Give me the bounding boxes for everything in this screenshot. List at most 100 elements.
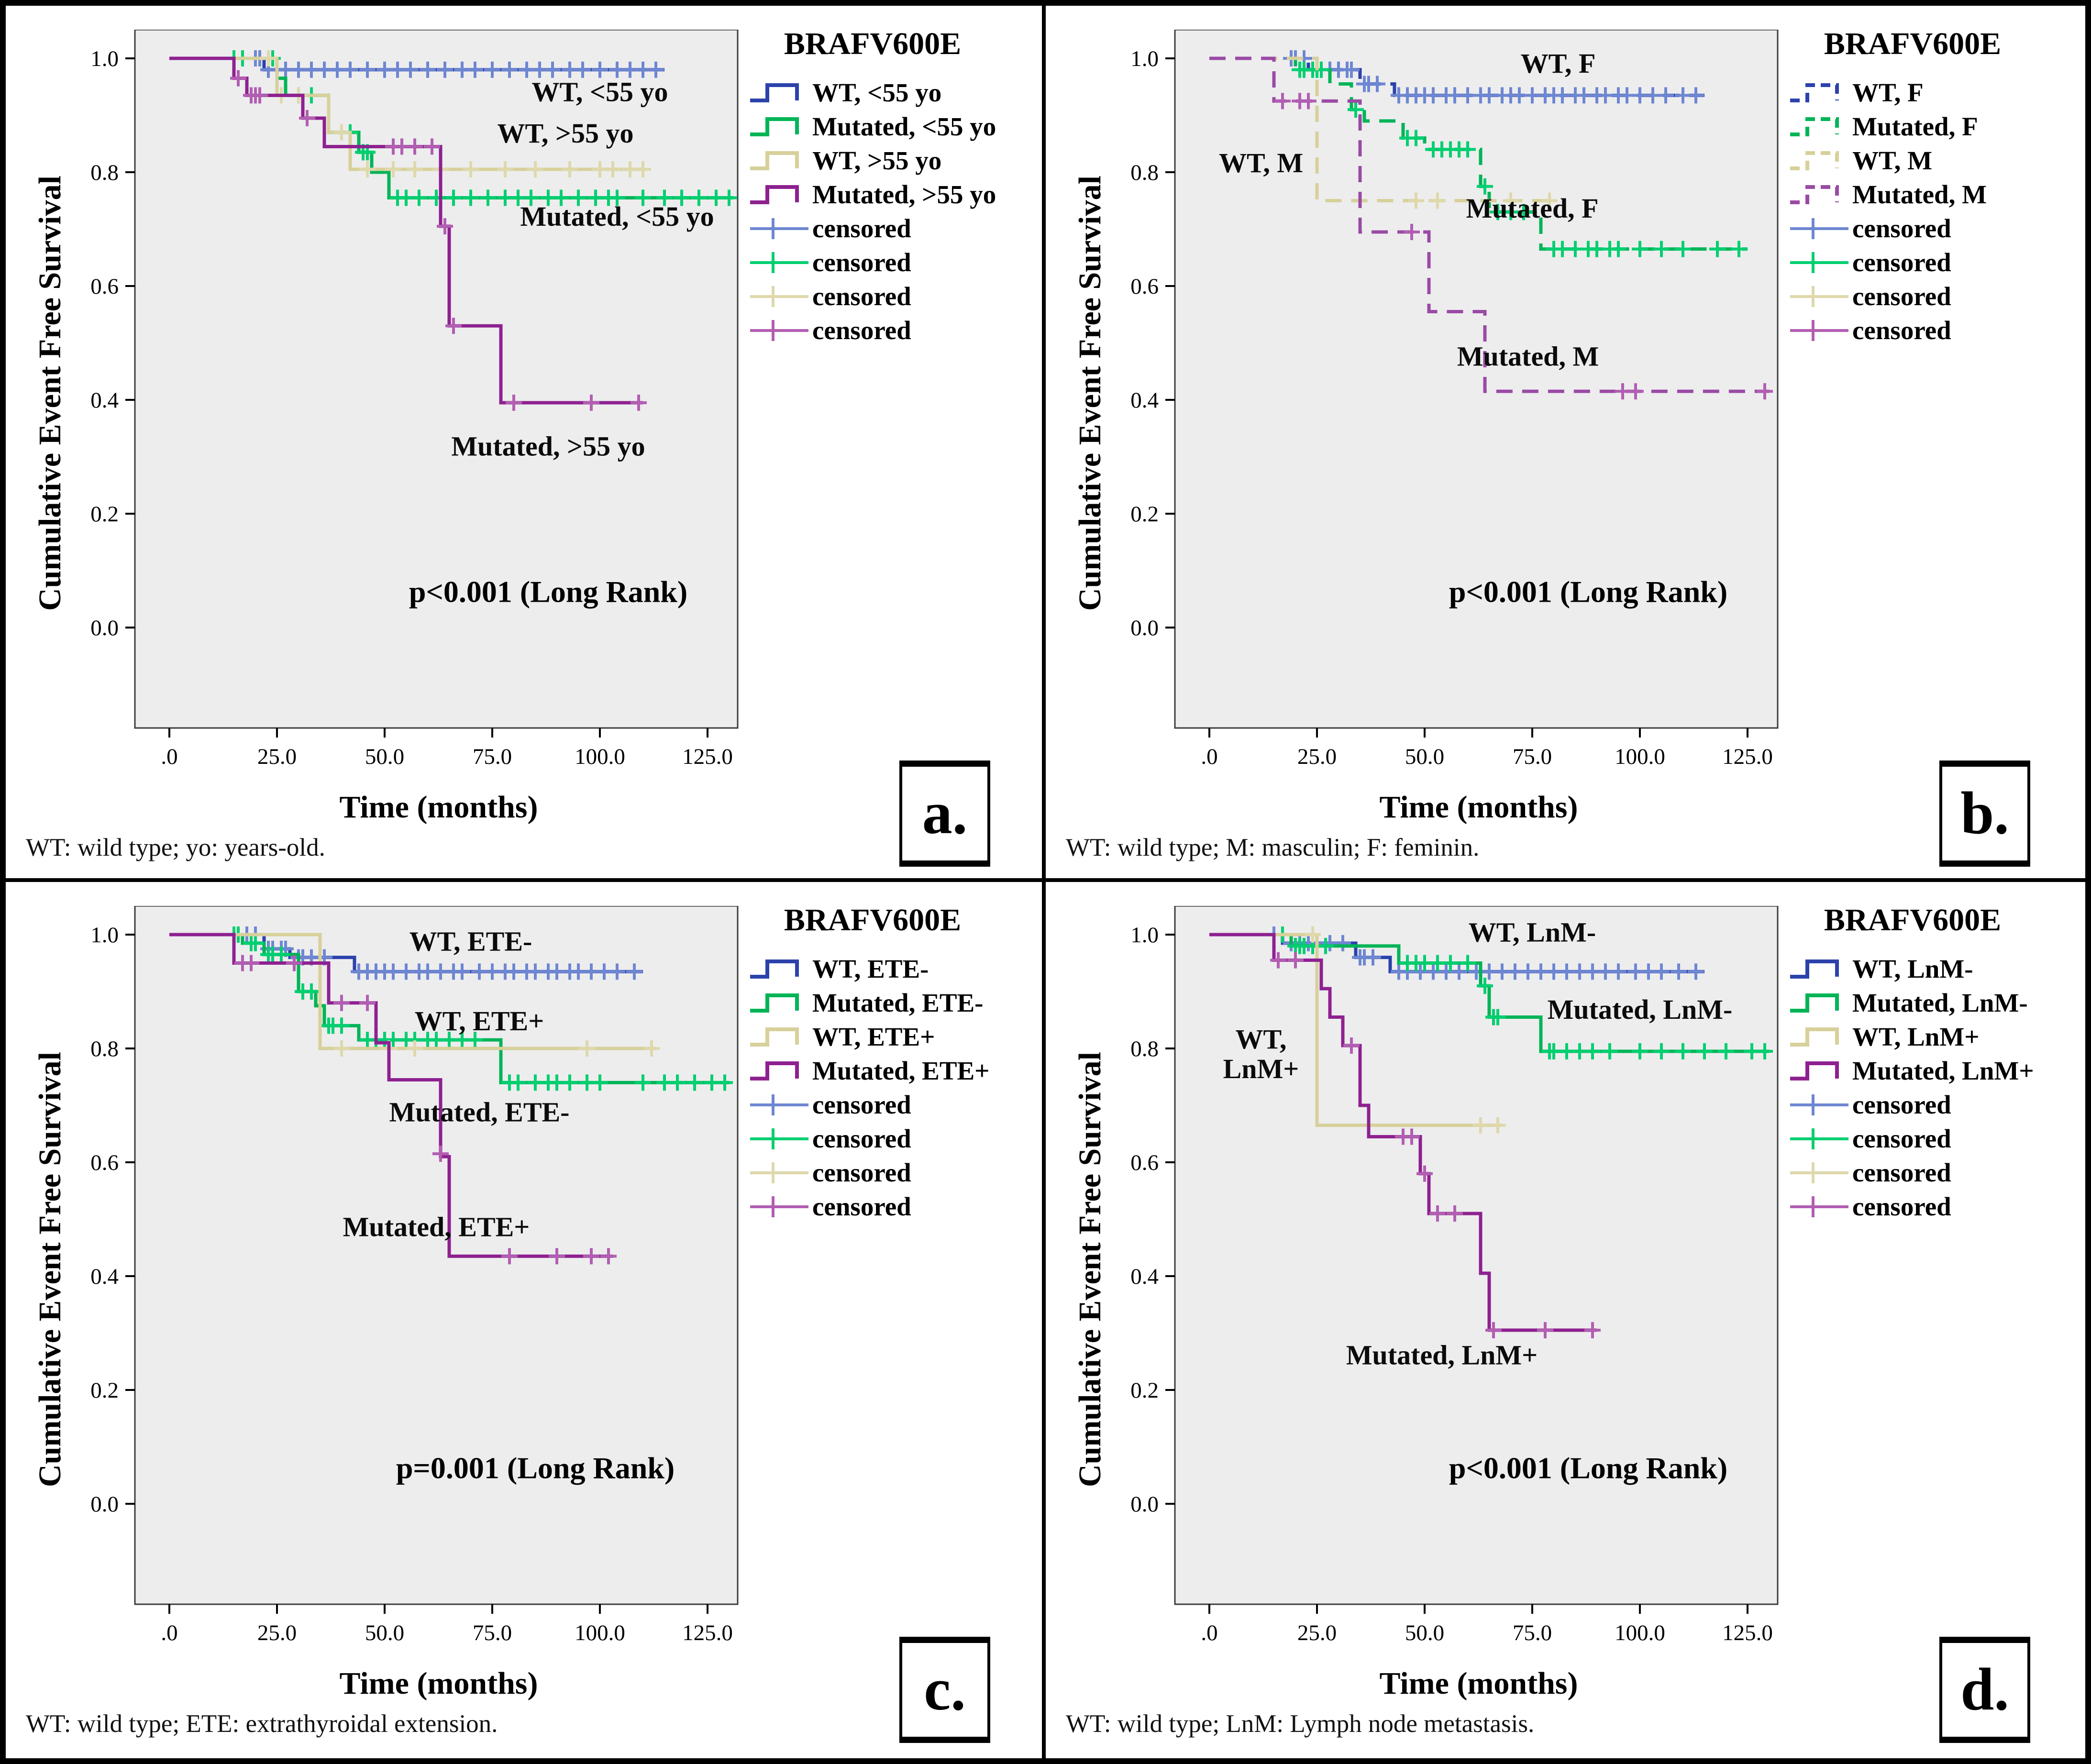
legend-line-swatch xyxy=(1790,959,1839,979)
legend-censor-swatch xyxy=(1790,252,1848,273)
y-tick-label: 0.4 xyxy=(90,1264,119,1289)
curve-label: WT, >55 yo xyxy=(498,118,634,149)
x-tick-label: 50.0 xyxy=(1405,744,1444,769)
legend-line-swatch xyxy=(750,185,799,204)
legend-a: BRAFV600E WT, <55 yo Mutated, <55 yo WT, >… xyxy=(748,26,1038,347)
legend-line-swatch xyxy=(1790,185,1839,204)
legend-entry: WT, F xyxy=(1788,76,2078,110)
legend-entry-label: censored xyxy=(812,214,911,243)
x-tick-label: 125.0 xyxy=(682,744,733,769)
legend-entry-label: censored xyxy=(1852,1158,1951,1187)
legend-entry-label: Mutated, ETE- xyxy=(812,988,984,1017)
y-tick-label: 0.0 xyxy=(1130,1492,1159,1517)
x-tick-label: 100.0 xyxy=(575,744,625,769)
legend-censor-swatch xyxy=(1790,286,1848,307)
km-curve xyxy=(1209,56,1704,97)
curve-label: WT, ETE+ xyxy=(415,1005,544,1036)
x-tick-label: 125.0 xyxy=(682,1621,733,1645)
p-value: p<0.001 (Long Rank) xyxy=(1449,1451,1727,1485)
x-tick-label: 125.0 xyxy=(1722,744,1773,769)
y-tick-label: 0.0 xyxy=(90,616,119,640)
legend-entry-label: WT, >55 yo xyxy=(812,146,942,175)
legend-line-swatch xyxy=(750,1027,799,1047)
panel-letter-box: d. xyxy=(1939,1637,2030,1743)
panel-a: Cumulative Event Free Survival .0 25.0 50.… xyxy=(6,6,1046,882)
panel-letter: c. xyxy=(924,1656,966,1723)
x-tick-label: 75.0 xyxy=(473,744,512,769)
km-curve xyxy=(1209,933,1597,1332)
x-tick-label: 25.0 xyxy=(257,744,297,769)
legend-entry-label: WT, ETE+ xyxy=(812,1022,935,1051)
p-value: p<0.001 (Long Rank) xyxy=(1449,574,1727,608)
legend-entry: censored xyxy=(748,211,1038,245)
legend-censor-swatch xyxy=(750,252,808,273)
legend-entry-label: censored xyxy=(1852,1192,1951,1221)
km-curve xyxy=(169,933,656,1050)
legend-entry-label: censored xyxy=(812,1124,911,1153)
y-tick-label: 0.2 xyxy=(90,1378,119,1403)
y-tick-label: 0.8 xyxy=(1130,1036,1159,1061)
legend-entry: Mutated, F xyxy=(1788,110,2078,143)
legend-line-swatch xyxy=(750,1061,799,1080)
x-axis-title: Time (months) xyxy=(1379,1666,1578,1701)
panel-letter-box: a. xyxy=(899,761,990,867)
plot-area xyxy=(134,30,739,729)
legend-entry: censored xyxy=(748,1088,1038,1122)
y-tick-label: 0.8 xyxy=(1130,160,1159,185)
p-value: p<0.001 (Long Rank) xyxy=(409,574,687,608)
x-tick-label: 125.0 xyxy=(1722,1621,1773,1645)
legend-entry-label: censored xyxy=(1852,316,1951,345)
curve-label: Mutated, F xyxy=(1466,193,1598,224)
x-tick-label: 25.0 xyxy=(1297,1621,1337,1645)
km-chart-b: .0 25.0 50.0 75.0 100.0 125.0 0.0 0.2 0.4 0.6 0.8 1… xyxy=(1130,30,1779,769)
legend-entry-label: censored xyxy=(1852,1090,1951,1119)
footnote: WT: wild type; M: masculin; F: feminin. xyxy=(1066,834,1480,861)
legend-entry: WT, LnM+ xyxy=(1788,1020,2078,1054)
km-chart-c: .0 25.0 50.0 75.0 100.0 125.0 0.0 0.2 0.4 0.6 0.8 1… xyxy=(90,906,739,1645)
y-tick-label: 1.0 xyxy=(1130,923,1159,948)
x-tick-label: .0 xyxy=(1201,1621,1217,1645)
legend-entry-label: WT, <55 yo xyxy=(812,78,942,107)
legend-title: BRAFV600E xyxy=(1824,26,2002,61)
km-curve xyxy=(1209,56,1748,251)
curve-label: WT, ETE- xyxy=(409,926,532,957)
x-tick-label: .0 xyxy=(161,1621,177,1645)
figure-top-row: Cumulative Event Free Survival .0 25.0 50.… xyxy=(6,6,2085,882)
footnote: WT: wild type; ETE: extrathyroidal exten… xyxy=(26,1710,498,1738)
curve-label: Mutated, ETE+ xyxy=(343,1212,530,1243)
panel-letter-box: c. xyxy=(899,1637,990,1743)
y-tick-label: 1.0 xyxy=(90,46,119,71)
legend-censor-swatch xyxy=(750,286,808,307)
legend-censor-swatch xyxy=(1790,1128,1848,1149)
legend-entry: WT, M xyxy=(1788,143,2078,177)
x-tick-label: 100.0 xyxy=(575,1621,625,1645)
legend-censor-swatch xyxy=(750,1162,808,1183)
panel-c: Cumulative Event Free Survival .0 25.0 50.… xyxy=(6,882,1046,1758)
legend-entry: censored xyxy=(1788,211,2078,245)
legend-entry: censored xyxy=(1788,245,2078,279)
curve-label: Mutated, ETE- xyxy=(389,1096,570,1127)
footnote: WT: wild type; LnM: Lymph node metastasi… xyxy=(1066,1710,1535,1738)
y-tick-label: 0.2 xyxy=(1130,502,1159,527)
legend-entry: censored xyxy=(1788,279,2078,313)
y-tick-label: 0.4 xyxy=(1130,388,1159,413)
legend-entry: Mutated, LnM- xyxy=(1788,986,2078,1020)
legend-c: BRAFV600E WT, ETE- Mutated, ETE- WT, ETE+ M… xyxy=(748,902,1038,1224)
legend-entry-label: censored xyxy=(1852,1124,1951,1153)
curve-label: WT, LnM+ xyxy=(1223,1024,1299,1084)
legend-entry: WT, ETE- xyxy=(748,952,1038,986)
plot-area xyxy=(1174,30,1779,729)
y-tick-label: 0.2 xyxy=(1130,1378,1159,1403)
legend-entry-label: Mutated, ETE+ xyxy=(812,1056,990,1085)
curve-label: Mutated, LnM+ xyxy=(1346,1339,1538,1370)
legend-line-swatch xyxy=(750,959,799,979)
curve-label: WT, LnM- xyxy=(1469,916,1596,948)
legend-line-swatch xyxy=(1790,83,1839,102)
legend-entry-label: censored xyxy=(812,1192,911,1221)
legend-line-swatch xyxy=(750,83,799,102)
km-curve xyxy=(1209,933,1769,1053)
y-tick-label: 0.8 xyxy=(90,160,119,185)
legend-entry: Mutated, ETE+ xyxy=(748,1054,1038,1088)
legend-entry: censored xyxy=(1788,1190,2078,1224)
legend-censor-swatch xyxy=(750,218,808,239)
